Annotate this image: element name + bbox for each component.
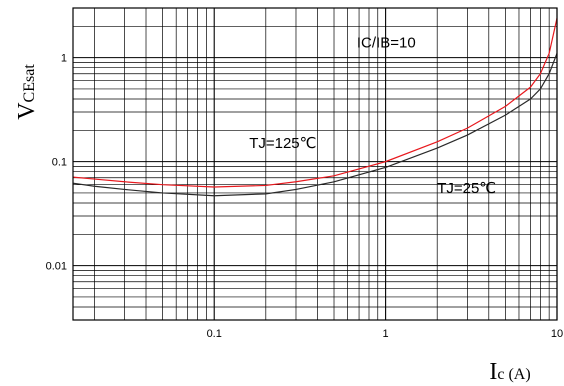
x-tick-labels: 0.1 1 10 [207,328,564,340]
y-tick-label: 1 [61,53,67,65]
y-axis-label-main: V [14,102,40,120]
x-axis-label: Ic (A) [489,359,530,385]
y-tick-label: 0.1 [52,157,67,169]
series-line-1 [72,53,558,197]
y-tick-labels: 1 0.1 0.01 [46,53,67,273]
annotation-tj25: TJ=25℃ [437,180,496,197]
x-axis-label-unit: (A) [504,366,530,383]
y-axis-label: VCEsat [14,64,40,120]
grid-lines [73,7,558,321]
series-line-0 [72,17,558,188]
x-tick-label: 0.1 [207,328,222,340]
annotation-condition: IC/IB=10 [357,35,416,52]
annotation-tj125: TJ=125℃ [249,135,316,152]
series-lines [72,17,558,197]
plot-frame [72,7,558,321]
annotations: IC/IB=10 TJ=125℃ TJ=25℃ [249,35,496,197]
y-axis-label-sub: CEsat [21,64,38,103]
y-tick-label: 0.01 [46,261,67,273]
x-axis-label-sub: c [497,366,504,383]
x-tick-label: 1 [383,328,389,340]
x-tick-label: 10 [551,328,563,340]
x-axis-label-main: I [489,359,497,385]
